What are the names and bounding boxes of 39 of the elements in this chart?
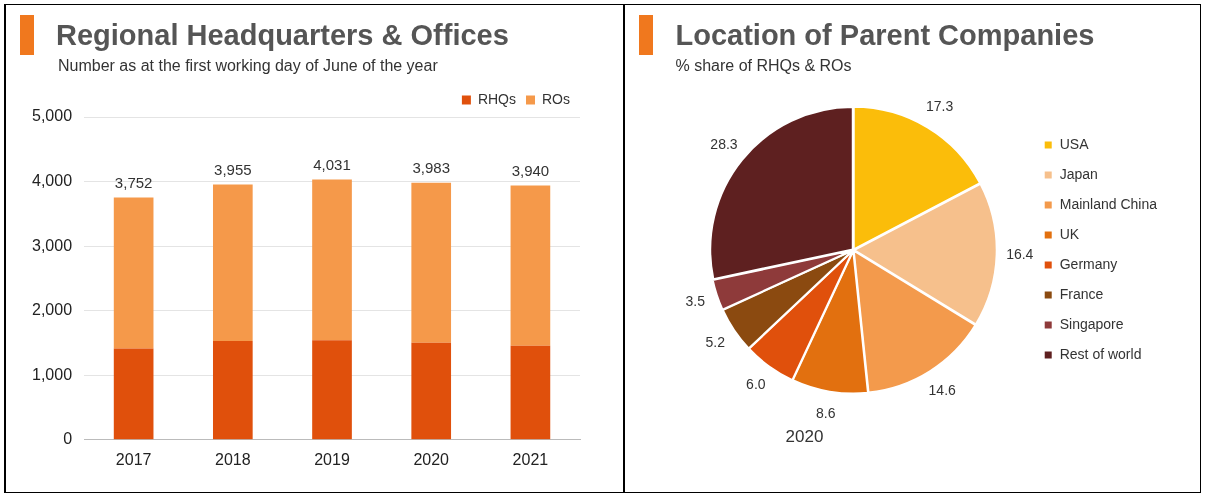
total-label: 4,031 <box>313 156 351 174</box>
y-tick-label: 0 <box>63 430 73 448</box>
data-label: 6.0 <box>746 375 767 392</box>
total-label: 3,955 <box>214 161 252 179</box>
text: 2020 <box>784 427 825 447</box>
data-label: 8.6 <box>816 405 837 422</box>
chart-subtitle: Number as at the first working day of June of the year <box>58 57 439 75</box>
chart-subtitle: % share of RHQs & ROs <box>675 57 853 75</box>
x-tick-label: 2017 <box>115 450 152 468</box>
total-label: 3,940 <box>511 162 550 180</box>
total-label: 3,752 <box>114 174 153 192</box>
x-tick-label: 2019 <box>314 450 350 468</box>
data-label: 16.4 <box>1006 246 1035 263</box>
legend-label: Mainland China <box>1060 195 1158 212</box>
legend-label: USA <box>1060 135 1090 152</box>
legend-label: Japan <box>1060 165 1099 182</box>
data-label: 14.6 <box>929 381 957 398</box>
x-tick-label: 2020 <box>413 450 450 468</box>
y-tick-label: 5,000 <box>31 107 73 125</box>
data-label: 28.3 <box>710 136 739 153</box>
chart-title: Location of Parent Companies <box>675 18 1095 52</box>
data-label: 17.3 <box>926 98 954 115</box>
legend-label: Singapore <box>1060 315 1125 332</box>
legend-label: ROs <box>542 90 570 107</box>
legend-label: France <box>1060 285 1104 302</box>
x-tick-label: 2018 <box>215 450 251 468</box>
y-tick-label: 4,000 <box>31 171 73 189</box>
chart-title: Regional Headquarters & Offices <box>56 18 509 52</box>
data-label: 5.2 <box>706 333 726 350</box>
legend-label: Rest of world <box>1060 345 1142 362</box>
total-label: 3,983 <box>412 159 450 177</box>
data-label: 3.5 <box>686 293 706 310</box>
legend-label: RHQs <box>477 90 517 107</box>
legend-label: Germany <box>1060 255 1118 272</box>
y-tick-label: 1,000 <box>31 365 73 383</box>
legend-label: UK <box>1060 225 1081 242</box>
x-tick-label: 2021 <box>512 450 549 468</box>
y-tick-label: 3,000 <box>31 236 73 254</box>
y-tick-label: 2,000 <box>31 301 73 319</box>
